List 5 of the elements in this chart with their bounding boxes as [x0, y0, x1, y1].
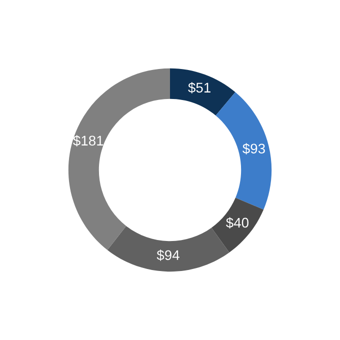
data-label: $181 [73, 135, 104, 146]
data-label: $94 [156, 250, 180, 261]
data-label: $93 [242, 143, 265, 154]
data-label: $40 [226, 217, 249, 228]
data-label: $51 [188, 82, 210, 94]
